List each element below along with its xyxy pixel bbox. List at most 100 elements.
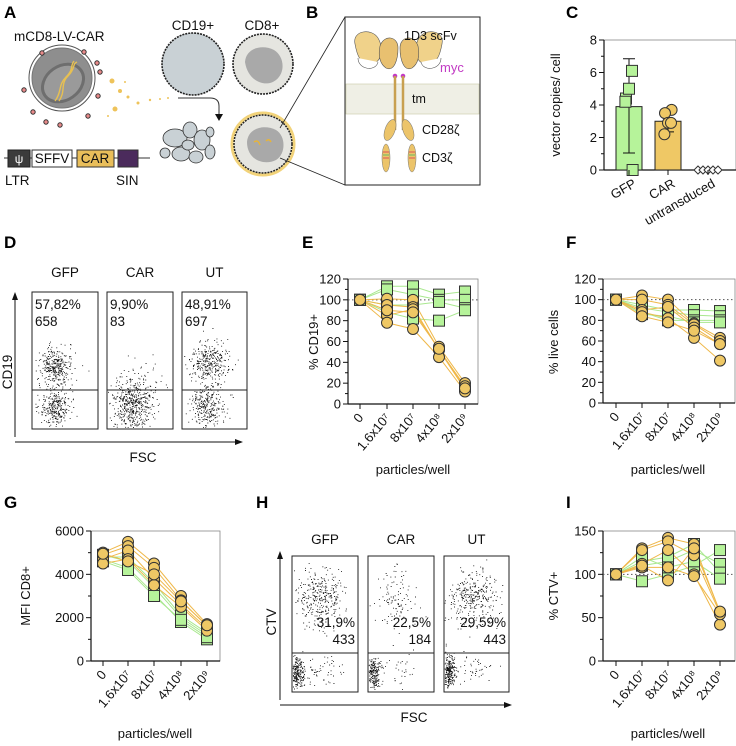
car-data-point (381, 316, 393, 329)
gfp-data-point (623, 82, 635, 95)
car-data-point (148, 579, 160, 592)
car-data-point (433, 342, 445, 355)
flow-plot-title: UT (206, 265, 224, 280)
flow-plot-title: CAR (126, 265, 155, 280)
car-data-point (407, 306, 419, 319)
flow-x-axis-label: FSC (401, 710, 428, 725)
gfp-data-point (148, 590, 160, 602)
car-element: CAR (81, 151, 110, 166)
panel-label-a: A (4, 3, 16, 22)
flow-panel-h: CTV FSC GFP 31,9% 433 CAR 22,5% 184 UT 29,59% 443 (264, 532, 512, 725)
flow-plot-frame (181, 291, 248, 430)
y-tick-label: 0 (590, 163, 597, 178)
event-dots (444, 559, 504, 689)
x-tick-label: 0 (93, 667, 109, 682)
y-tick-label: 150 (574, 524, 596, 539)
gfp-data-point (619, 95, 632, 108)
cd19-cell-label: CD19+ (172, 18, 215, 33)
cd3-label: CD3ζ (422, 151, 453, 165)
car-data-point (201, 619, 213, 632)
car-data-point (459, 382, 471, 395)
y-tick-label: 120 (319, 272, 341, 287)
flow-plot-title: CAR (387, 532, 416, 547)
flow-plot-title: GFP (311, 532, 339, 547)
car-data-point (122, 555, 134, 568)
arrowhead-icon (235, 439, 243, 445)
y-tick-label: 0 (589, 654, 596, 669)
y-tick-label: 100 (319, 292, 341, 307)
panel-label-i: I (566, 493, 571, 512)
gate-percent: 31,9% (317, 615, 355, 630)
gate-percent: 29,59% (460, 615, 506, 630)
car-data-point (714, 338, 726, 351)
flow-plot-gfp: GFP 57,82% 658 (31, 265, 99, 430)
car-data-point (636, 293, 648, 306)
y-tick-label: 0 (334, 397, 341, 412)
gate-percent: 48,91% (185, 297, 231, 312)
y-tick-label: 6 (590, 65, 597, 80)
y-tick-label: 60 (327, 334, 341, 349)
y-tick-label: 2 (590, 130, 597, 145)
car-data-point (148, 568, 160, 581)
panel-label-c: C (566, 3, 578, 22)
gate-count: 697 (185, 314, 208, 329)
ltr-label: LTR (5, 173, 30, 188)
vector-genome-diagram: ψ SFFV CAR LTR SIN (4, 149, 150, 188)
x-tick-label: 4x10⁸ (667, 667, 700, 702)
car-data-point (688, 542, 700, 555)
y-tick-label: 4 (590, 98, 597, 113)
cd28-label: CD28ζ (422, 123, 460, 137)
x-tick-label: 8x10⁷ (642, 667, 675, 702)
gate-count: 443 (483, 632, 506, 647)
car-data-point (662, 300, 674, 313)
x-axis-label: particles/well (118, 726, 193, 741)
y-tick-label: 120 (574, 272, 596, 287)
panel-label-h: H (256, 493, 268, 512)
y-tick-label: 40 (582, 354, 596, 369)
car-data-point (610, 568, 622, 581)
gfp-data-point (636, 575, 648, 588)
gate-count: 184 (408, 632, 431, 647)
signaling-domain-icon (381, 119, 417, 173)
car-data-point (662, 561, 674, 574)
flow-plot-title: GFP (51, 265, 79, 280)
scfv-label: 1D3 scFv (404, 29, 458, 43)
panel-label-d: D (4, 233, 16, 252)
x-tick-label: 0 (350, 410, 366, 425)
event-dots (184, 328, 239, 428)
x-tick-label: 2x10⁹ (438, 410, 471, 446)
x-axis-label: particles/well (376, 462, 451, 477)
gate-percent: 57,82% (35, 297, 81, 312)
car-data-point (714, 605, 726, 618)
car-t-cell-icon (230, 111, 296, 177)
gfp-data-point (714, 316, 726, 329)
y-axis-label: vector copies/ cell (548, 53, 563, 156)
arrowhead-icon (277, 551, 283, 559)
sin-label: SIN (116, 173, 139, 188)
flow-plot-car: CAR 9,90% 83 (106, 265, 174, 430)
x-tick-label: GFP (608, 176, 639, 202)
car-data-point (175, 595, 187, 608)
gfp-data-point (714, 544, 726, 557)
car-data-point (662, 316, 674, 329)
vector-name: mCD8-LV-CAR (14, 29, 105, 44)
flow-y-axis-label: CTV (264, 609, 279, 636)
x-tick-label: 8x10⁷ (387, 410, 420, 445)
event-dots (292, 563, 347, 690)
gate-percent: 9,90% (110, 297, 148, 312)
panel-label-e: E (302, 233, 313, 252)
flow-plot-frame (31, 291, 99, 430)
y-tick-label: 0 (77, 654, 84, 669)
x-tick-label: 0 (606, 409, 622, 424)
flow-plots-layer: CD19 FSC GFP 57,82% 658 CAR 9,90% 83 UT 48,91% 697… (0, 265, 512, 725)
flow-y-axis-label: CD19 (0, 355, 15, 390)
gate-count: 433 (332, 632, 355, 647)
gfp-data-point (626, 164, 639, 176)
y-tick-label: 8 (590, 33, 597, 48)
y-axis-label: % CTV+ (546, 572, 561, 621)
